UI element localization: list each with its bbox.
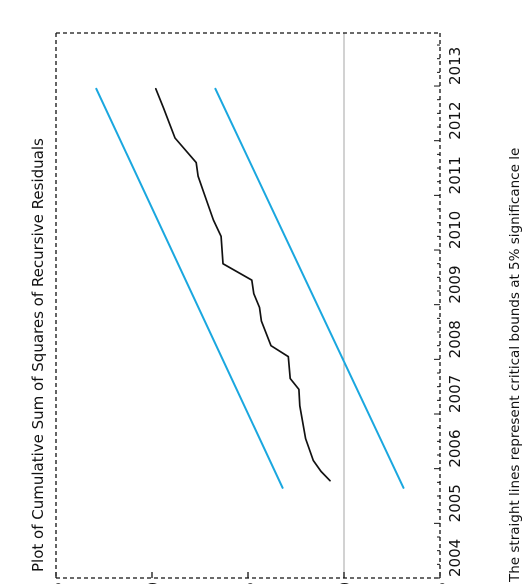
chart-title: Plot of Cumulative Sum of Squares of Rec… [29, 138, 47, 572]
cusum-squares-line [154, 87, 331, 482]
year-tick-label: 2007 [446, 375, 464, 413]
value-tick-label: -0.5 [432, 582, 450, 584]
year-tick-label: 2004 [446, 539, 464, 577]
year-tick-label: 2011 [446, 156, 464, 194]
year-tick-label: 2008 [446, 320, 464, 358]
plot-area: -0.5 0.0 0.5 1.0 1.5 2004 2005 2006 2007 2008 2009… [48, 32, 464, 584]
year-tick-label: 2005 [446, 484, 464, 522]
value-tick-label: 1.5 [48, 582, 66, 584]
upper-bound-line [95, 87, 284, 489]
lower-bound-line [214, 87, 405, 489]
year-tick-label: 2013 [446, 47, 464, 85]
year-tick-label: 2009 [446, 265, 464, 303]
year-tick-label: 2006 [446, 429, 464, 467]
value-tick-label: 1.0 [144, 582, 162, 584]
year-tick-label: 2010 [446, 211, 464, 249]
chart-footnote: The straight lines represent critical bo… [507, 148, 523, 583]
value-tick-label: 0.5 [240, 582, 258, 584]
value-tick-label: 0.0 [336, 582, 354, 584]
year-tick-label: 2012 [446, 102, 464, 140]
